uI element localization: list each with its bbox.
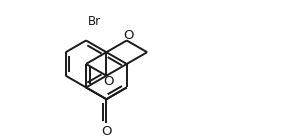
Text: O: O [123,29,134,42]
Text: O: O [103,75,114,88]
Text: Br: Br [88,15,101,28]
Text: O: O [101,125,112,138]
